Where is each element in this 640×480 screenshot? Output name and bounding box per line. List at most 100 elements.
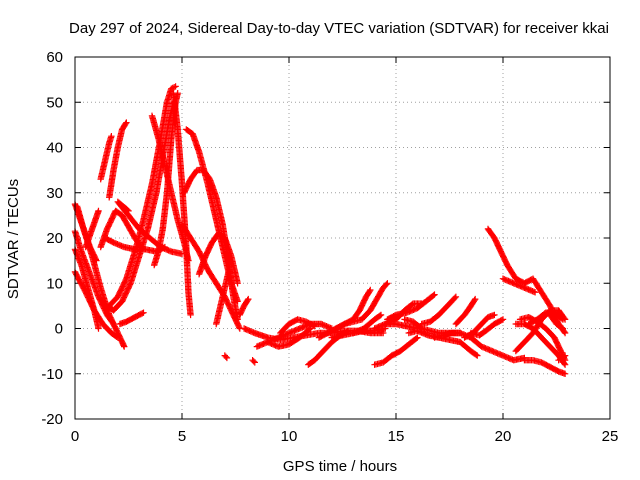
data-point [114, 334, 121, 341]
data-point [558, 324, 565, 331]
data-point [383, 281, 390, 288]
data-point [110, 320, 117, 328]
data-point [306, 326, 313, 333]
data-point [222, 353, 230, 360]
data-point [561, 370, 569, 377]
y-tick-label: 50 [46, 94, 63, 111]
data-point [431, 291, 438, 298]
y-tick-label: -20 [41, 411, 63, 428]
data-point [561, 328, 568, 336]
data-point [367, 286, 374, 294]
data-point [499, 316, 507, 323]
data-point [140, 309, 147, 316]
data-series-arc-6 [82, 207, 102, 251]
data-point [555, 357, 562, 364]
data-series-arc-23 [236, 295, 252, 319]
data-series-arc-22 [213, 266, 233, 328]
data-point [161, 243, 169, 251]
data-point [251, 359, 258, 366]
data-point [473, 351, 480, 359]
data-series-arc-4 [71, 246, 102, 332]
data-series-arc-34 [350, 311, 385, 337]
data-point [366, 288, 373, 295]
data-point [187, 311, 194, 319]
data-point [121, 343, 128, 350]
data-point [311, 323, 318, 330]
data-point [250, 358, 257, 365]
y-tick-label: 0 [55, 321, 63, 338]
data-point [225, 266, 233, 273]
data-point [384, 280, 391, 287]
data-series-arc-53 [555, 352, 569, 364]
plot-frame [74, 56, 611, 420]
data-series-arc-8 [97, 133, 115, 183]
data-point [472, 295, 479, 303]
x-tick-label: 25 [602, 428, 619, 445]
data-point [123, 119, 130, 126]
data-series-arc-24 [221, 352, 231, 362]
y-tick-label: 40 [46, 140, 63, 157]
data-series-arc-29 [277, 316, 318, 337]
data-series-arc-47 [499, 275, 539, 296]
data-series-arc-40 [418, 293, 460, 328]
data-point [172, 83, 179, 90]
data-point [561, 329, 569, 337]
data-point [171, 84, 178, 91]
data-point [234, 280, 241, 287]
grid-layer [75, 57, 610, 419]
data-series-arc-45 [467, 316, 507, 339]
x-tick-label: 0 [71, 428, 79, 445]
data-point [560, 353, 568, 360]
x-tick-label: 15 [388, 428, 405, 445]
data-point [471, 297, 478, 304]
data-point [376, 312, 384, 319]
y-axis-label: SDTVAR / TECUs [5, 179, 22, 299]
y-tick-label: 30 [46, 185, 63, 202]
data-point [559, 325, 567, 332]
data-point [377, 311, 385, 319]
data-point [452, 293, 460, 300]
y-tick-label: 20 [46, 230, 63, 247]
data-point [95, 325, 102, 332]
data-series-arc-14 [116, 309, 147, 328]
data-series-arc-16 [151, 90, 181, 269]
x-tick-label: 20 [495, 428, 512, 445]
data-point [451, 294, 459, 301]
data-point [474, 352, 481, 359]
data-point [95, 207, 102, 215]
x-tick-label: 10 [281, 428, 298, 445]
data-series-arc-32 [332, 280, 391, 332]
data-series-arc-12 [114, 198, 186, 257]
data-point [245, 295, 252, 303]
chart-title: Day 297 of 2024, Sidereal Day-to-day VTE… [69, 20, 609, 37]
data-point [109, 319, 116, 326]
data-point [113, 333, 120, 340]
data-point [244, 297, 251, 304]
data-series-arc-21 [195, 230, 241, 287]
data-point [93, 257, 100, 264]
y-tick-label: 10 [46, 275, 63, 292]
data-series-arc-51 [521, 357, 569, 377]
data-series-arc-52 [525, 309, 567, 328]
data-series-arc-54 [546, 311, 567, 332]
data-series-arc-38 [371, 334, 421, 368]
data-series-arc-43 [452, 295, 479, 328]
data-series-arc-25 [249, 357, 258, 366]
data-point [430, 292, 437, 299]
data-point [169, 84, 176, 92]
data-series-arc-9 [106, 119, 130, 201]
data-point [559, 316, 567, 323]
data-point [556, 356, 564, 363]
data-point [491, 311, 498, 319]
data-point [108, 133, 115, 140]
data-point [531, 289, 539, 296]
data-point [498, 316, 505, 324]
data-point [223, 354, 231, 362]
x-axis-label: GPS time / hours [283, 458, 397, 475]
data-point [558, 315, 565, 322]
data-point [122, 120, 129, 127]
y-tick-label: 60 [46, 49, 63, 66]
data-series-arc-37 [384, 291, 438, 323]
